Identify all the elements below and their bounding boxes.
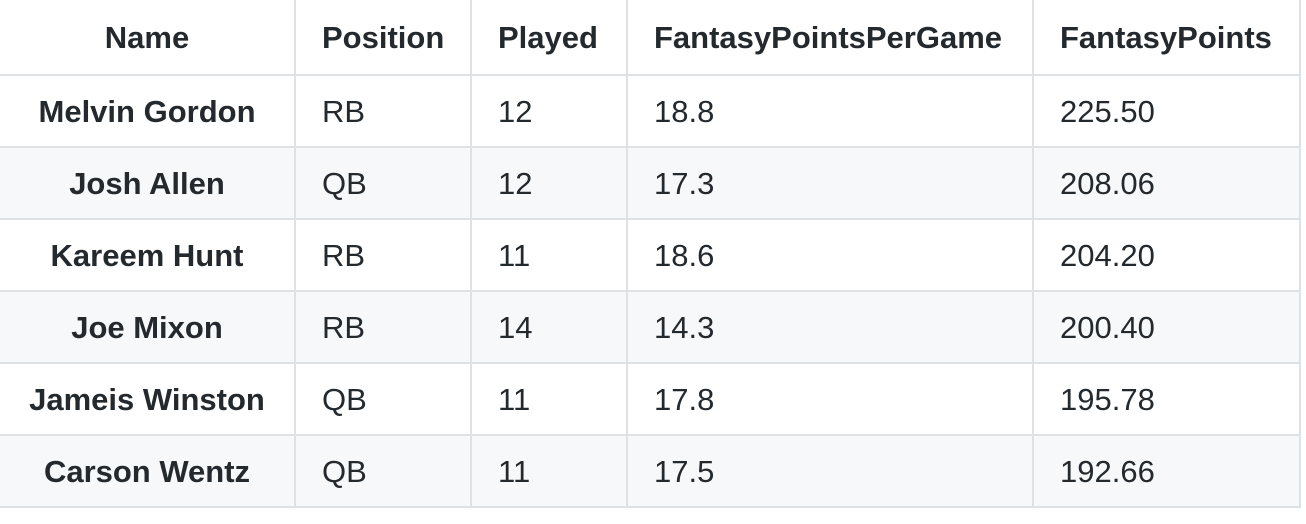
column-header-fantasy-points: FantasyPoints (1032, 0, 1301, 76)
table-row: Jameis Winston QB 11 17.8 195.78 (0, 362, 1301, 436)
fantasy-points-per-game-cell: 14.3 (626, 290, 1034, 364)
fantasy-points-per-game-cell: 18.8 (626, 74, 1034, 148)
column-header-fantasy-points-per-game: FantasyPointsPerGame (626, 0, 1034, 76)
player-name-cell: Josh Allen (0, 146, 296, 220)
fantasy-points-per-game-cell: 17.8 (626, 362, 1034, 436)
fantasy-points-per-game-cell: 17.5 (626, 434, 1034, 508)
fantasy-points-cell: 195.78 (1032, 362, 1301, 436)
fantasy-points-per-game-cell: 17.3 (626, 146, 1034, 220)
player-name-cell: Jameis Winston (0, 362, 296, 436)
played-cell: 14 (470, 290, 628, 364)
fantasy-points-per-game-cell: 18.6 (626, 218, 1034, 292)
table-row: Josh Allen QB 12 17.3 208.06 (0, 146, 1301, 220)
column-header-name: Name (0, 0, 296, 76)
played-cell: 11 (470, 218, 628, 292)
played-cell: 12 (470, 146, 628, 220)
position-cell: RB (294, 290, 472, 364)
column-header-position: Position (294, 0, 472, 76)
fantasy-points-cell: 204.20 (1032, 218, 1301, 292)
table-row: Carson Wentz QB 11 17.5 192.66 (0, 434, 1301, 508)
fantasy-points-cell: 225.50 (1032, 74, 1301, 148)
table-row: Melvin Gordon RB 12 18.8 225.50 (0, 74, 1301, 148)
table-body: Melvin Gordon RB 12 18.8 225.50 Josh All… (0, 74, 1301, 508)
table-row: Joe Mixon RB 14 14.3 200.40 (0, 290, 1301, 364)
played-cell: 11 (470, 434, 628, 508)
position-cell: QB (294, 146, 472, 220)
position-cell: RB (294, 74, 472, 148)
header-row: Name Position Played FantasyPointsPerGam… (0, 0, 1301, 76)
player-name-cell: Carson Wentz (0, 434, 296, 508)
played-cell: 12 (470, 74, 628, 148)
player-name-cell: Joe Mixon (0, 290, 296, 364)
fantasy-points-cell: 208.06 (1032, 146, 1301, 220)
fantasy-points-cell: 192.66 (1032, 434, 1301, 508)
played-cell: 11 (470, 362, 628, 436)
fantasy-points-table: Name Position Played FantasyPointsPerGam… (0, 0, 1301, 508)
table-header: Name Position Played FantasyPointsPerGam… (0, 0, 1301, 76)
position-cell: QB (294, 362, 472, 436)
position-cell: QB (294, 434, 472, 508)
player-name-cell: Kareem Hunt (0, 218, 296, 292)
fantasy-points-cell: 200.40 (1032, 290, 1301, 364)
table-row: Kareem Hunt RB 11 18.6 204.20 (0, 218, 1301, 292)
player-name-cell: Melvin Gordon (0, 74, 296, 148)
position-cell: RB (294, 218, 472, 292)
column-header-played: Played (470, 0, 628, 76)
